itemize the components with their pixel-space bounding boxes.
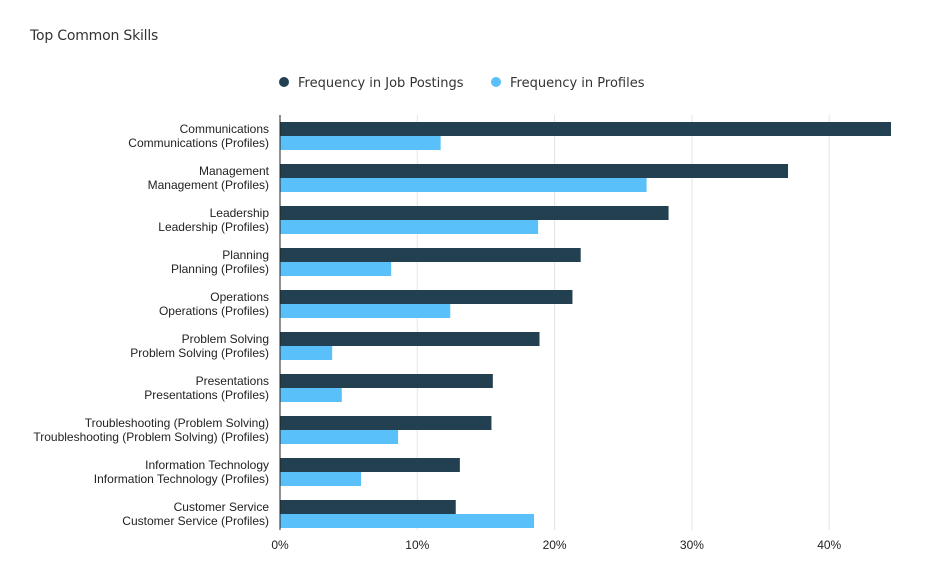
category-label-9-profiles: Information Technology (Profiles) [94,472,269,486]
category-label-1-profiles: Communications (Profiles) [128,136,269,150]
bar-job-postings-2 [280,164,789,178]
x-tick-label-3: 30% [680,538,704,552]
x-tick-label-2: 20% [543,538,567,552]
bar-job-postings-4 [280,248,581,262]
bar-profiles-8 [280,430,399,444]
bar-profiles-6 [280,346,333,360]
chart-title: Top Common Skills [30,28,159,44]
bar-profiles-1 [280,136,441,150]
x-tick-label-1: 10% [405,538,429,552]
category-label-9-job: Information Technology [145,458,269,472]
category-label-8-profiles: Troubleshooting (Problem Solving) (Profi… [33,430,269,444]
legend-swatch-2 [491,77,501,87]
bar-profiles-4 [280,262,392,276]
bar-profiles-7 [280,388,342,402]
bar-job-postings-6 [280,332,540,346]
category-label-10-profiles: Customer Service (Profiles) [122,514,269,528]
category-label-2-job: Management [199,164,270,178]
category-label-8-job: Troubleshooting (Problem Solving) [85,416,269,430]
bar-job-postings-3 [280,206,669,220]
category-label-3-job: Leadership [210,206,270,220]
category-label-4-profiles: Planning (Profiles) [171,262,269,276]
category-label-5-profiles: Operations (Profiles) [159,304,269,318]
x-tick-label-0: 0% [271,538,289,552]
category-label-3-profiles: Leadership (Profiles) [158,220,269,234]
category-label-7-profiles: Presentations (Profiles) [144,388,269,402]
legend-swatch-1 [279,77,289,87]
category-label-6-job: Problem Solving [182,332,269,346]
bar-job-postings-1 [280,122,891,136]
category-label-1-job: Communications [180,122,269,136]
category-label-10-job: Customer Service [174,500,270,514]
category-label-2-profiles: Management (Profiles) [148,178,269,192]
x-tick-label-4: 40% [817,538,841,552]
bar-profiles-10 [280,514,535,528]
bar-job-postings-7 [280,374,493,388]
bar-job-postings-8 [280,416,492,430]
bar-profiles-2 [280,178,647,192]
bar-job-postings-5 [280,290,573,304]
category-label-7-job: Presentations [196,374,269,388]
legend-label-2: Frequency in Profiles [510,76,645,91]
bar-profiles-5 [280,304,451,318]
legend-label-1: Frequency in Job Postings [298,76,464,91]
category-label-5-job: Operations [210,290,269,304]
bar-job-postings-9 [280,458,460,472]
bar-profiles-9 [280,472,362,486]
category-label-6-profiles: Problem Solving (Profiles) [130,346,269,360]
bar-profiles-3 [280,220,539,234]
bar-job-postings-10 [280,500,456,514]
category-label-4-job: Planning [222,248,269,262]
